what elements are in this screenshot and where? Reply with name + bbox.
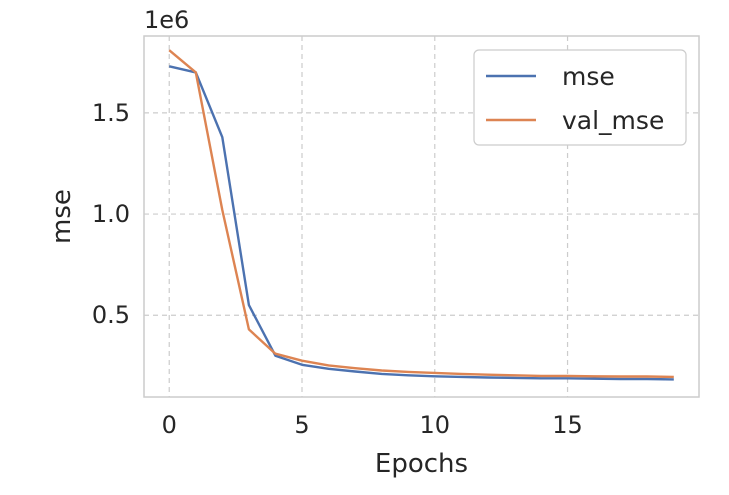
series-line-mse xyxy=(168,65,674,381)
x-axis-ticks: 0 5 10 15 xyxy=(162,411,583,439)
y-tick-label: 1.5 xyxy=(92,99,130,127)
legend-box xyxy=(473,49,687,146)
x-tick-label: 5 xyxy=(294,411,309,439)
series-line-val-mse xyxy=(168,49,674,379)
y-axis-ticks: 0.5 1.0 1.5 xyxy=(92,99,130,329)
legend: mse val_mse xyxy=(473,49,687,146)
legend-label: val_mse xyxy=(562,106,664,135)
y-axis-label: mse xyxy=(47,189,77,244)
y-tick-label: 1.0 xyxy=(92,200,130,228)
x-tick-label: 10 xyxy=(420,411,451,439)
x-tick-label: 15 xyxy=(552,411,583,439)
y-tick-label: 0.5 xyxy=(92,301,130,329)
legend-label: mse xyxy=(562,62,615,91)
series-lines xyxy=(168,49,674,381)
x-axis-label: Epochs xyxy=(375,449,468,479)
plot-frame xyxy=(143,35,700,398)
y-offset-label: 1e6 xyxy=(144,6,189,34)
x-tick-label: 0 xyxy=(162,411,177,439)
